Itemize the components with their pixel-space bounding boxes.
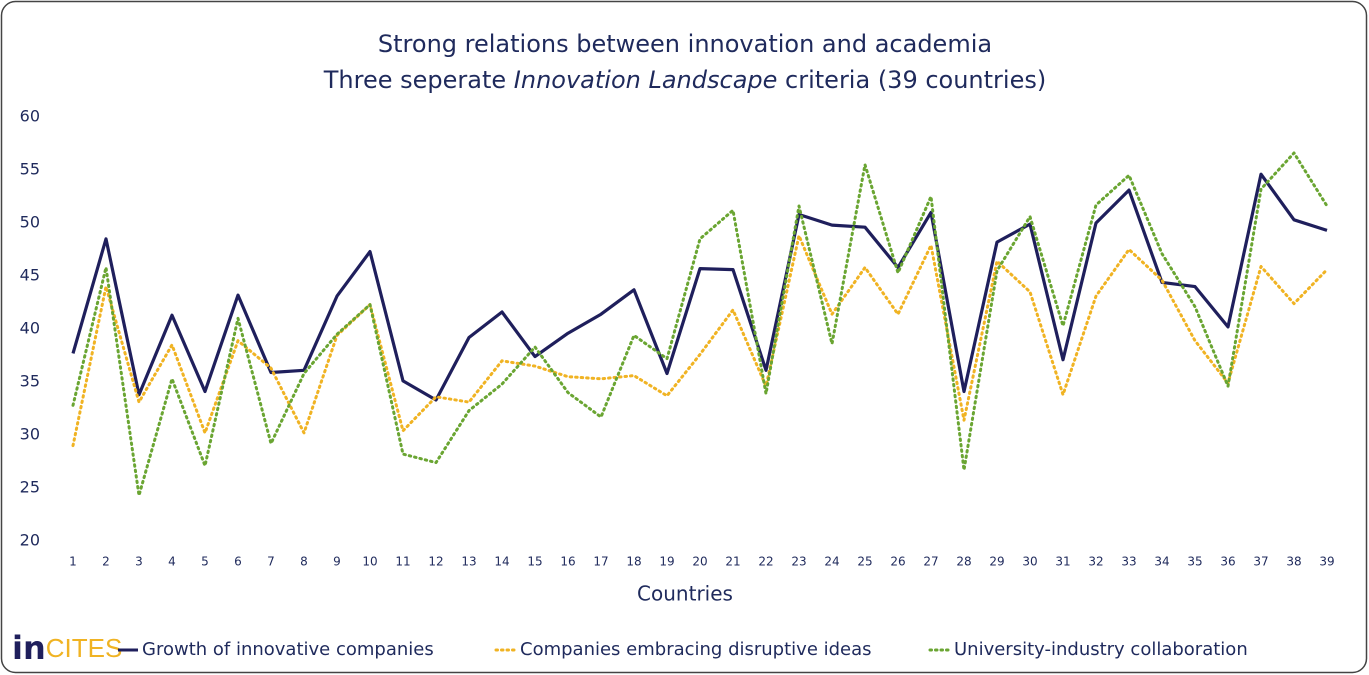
chart-subtitle: Three seperate Innovation Landscape crit…	[323, 66, 1046, 94]
x-tick-label: 31	[1055, 555, 1070, 569]
x-tick-label: 28	[956, 555, 971, 569]
x-tick-label: 10	[362, 555, 377, 569]
x-tick-label: 7	[267, 555, 275, 569]
x-tick-label: 12	[428, 555, 443, 569]
y-tick-label: 50	[20, 213, 40, 232]
x-tick-label: 22	[758, 555, 773, 569]
x-tick-label: 34	[1154, 555, 1169, 569]
x-tick-label: 35	[1187, 555, 1202, 569]
x-tick-label: 3	[135, 555, 143, 569]
legend-label: University-industry collaboration	[954, 639, 1248, 660]
y-tick-label: 45	[20, 266, 40, 285]
x-axis-label: Countries	[637, 582, 733, 606]
x-tick-label: 5	[201, 555, 209, 569]
y-tick-label: 40	[20, 319, 40, 338]
x-tick-label: 26	[890, 555, 905, 569]
x-tick-label: 1	[69, 555, 77, 569]
x-tick-label: 37	[1253, 555, 1268, 569]
x-tick-label: 21	[725, 555, 740, 569]
x-tick-label: 6	[234, 555, 242, 569]
x-tick-label: 18	[626, 555, 641, 569]
legend-label: Growth of innovative companies	[142, 639, 434, 660]
x-tick-label: 14	[494, 555, 509, 569]
y-tick-label: 25	[20, 478, 40, 497]
series-line	[71, 172, 1328, 402]
x-tick-label: 32	[1088, 555, 1103, 569]
x-tick-label: 9	[333, 555, 341, 569]
x-tick-label: 25	[857, 555, 872, 569]
subtitle-part: criteria (39 countries)	[777, 66, 1046, 94]
x-tick-label: 17	[593, 555, 608, 569]
x-tick-label: 29	[989, 555, 1004, 569]
x-tick-label: 30	[1022, 555, 1037, 569]
x-tick-label: 27	[923, 555, 938, 569]
x-tick-label: 16	[560, 555, 575, 569]
y-tick-label: 60	[20, 107, 40, 126]
y-tick-label: 35	[20, 372, 40, 391]
series-line	[71, 151, 1329, 497]
logo: inCITES	[12, 629, 122, 667]
x-tick-label: 15	[527, 555, 542, 569]
x-tick-label: 24	[824, 555, 839, 569]
chart-title: Strong relations between innovation and …	[378, 30, 992, 58]
logo-part: CITES	[46, 633, 123, 663]
x-tick-label: 33	[1121, 555, 1136, 569]
x-tick-label: 38	[1286, 555, 1301, 569]
x-tick-label: 36	[1220, 555, 1235, 569]
y-tick-label: 55	[20, 160, 40, 179]
y-tick-label: 30	[20, 425, 40, 444]
x-tick-label: 4	[168, 555, 176, 569]
x-tick-label: 13	[461, 555, 476, 569]
x-tick-label: 39	[1319, 555, 1334, 569]
x-tick-label: 23	[791, 555, 806, 569]
x-tick-label: 11	[395, 555, 410, 569]
x-tick-label: 19	[659, 555, 674, 569]
subtitle-part: Three seperate	[323, 66, 514, 94]
series-line	[71, 234, 1329, 448]
logo-part: in	[12, 629, 46, 667]
y-tick-label: 20	[20, 531, 40, 550]
x-tick-label: 8	[300, 555, 308, 569]
x-tick-label: 20	[692, 555, 707, 569]
subtitle-part: Innovation Landscape	[514, 66, 778, 94]
x-tick-label: 2	[102, 555, 110, 569]
legend-label: Companies embracing disruptive ideas	[520, 639, 872, 660]
